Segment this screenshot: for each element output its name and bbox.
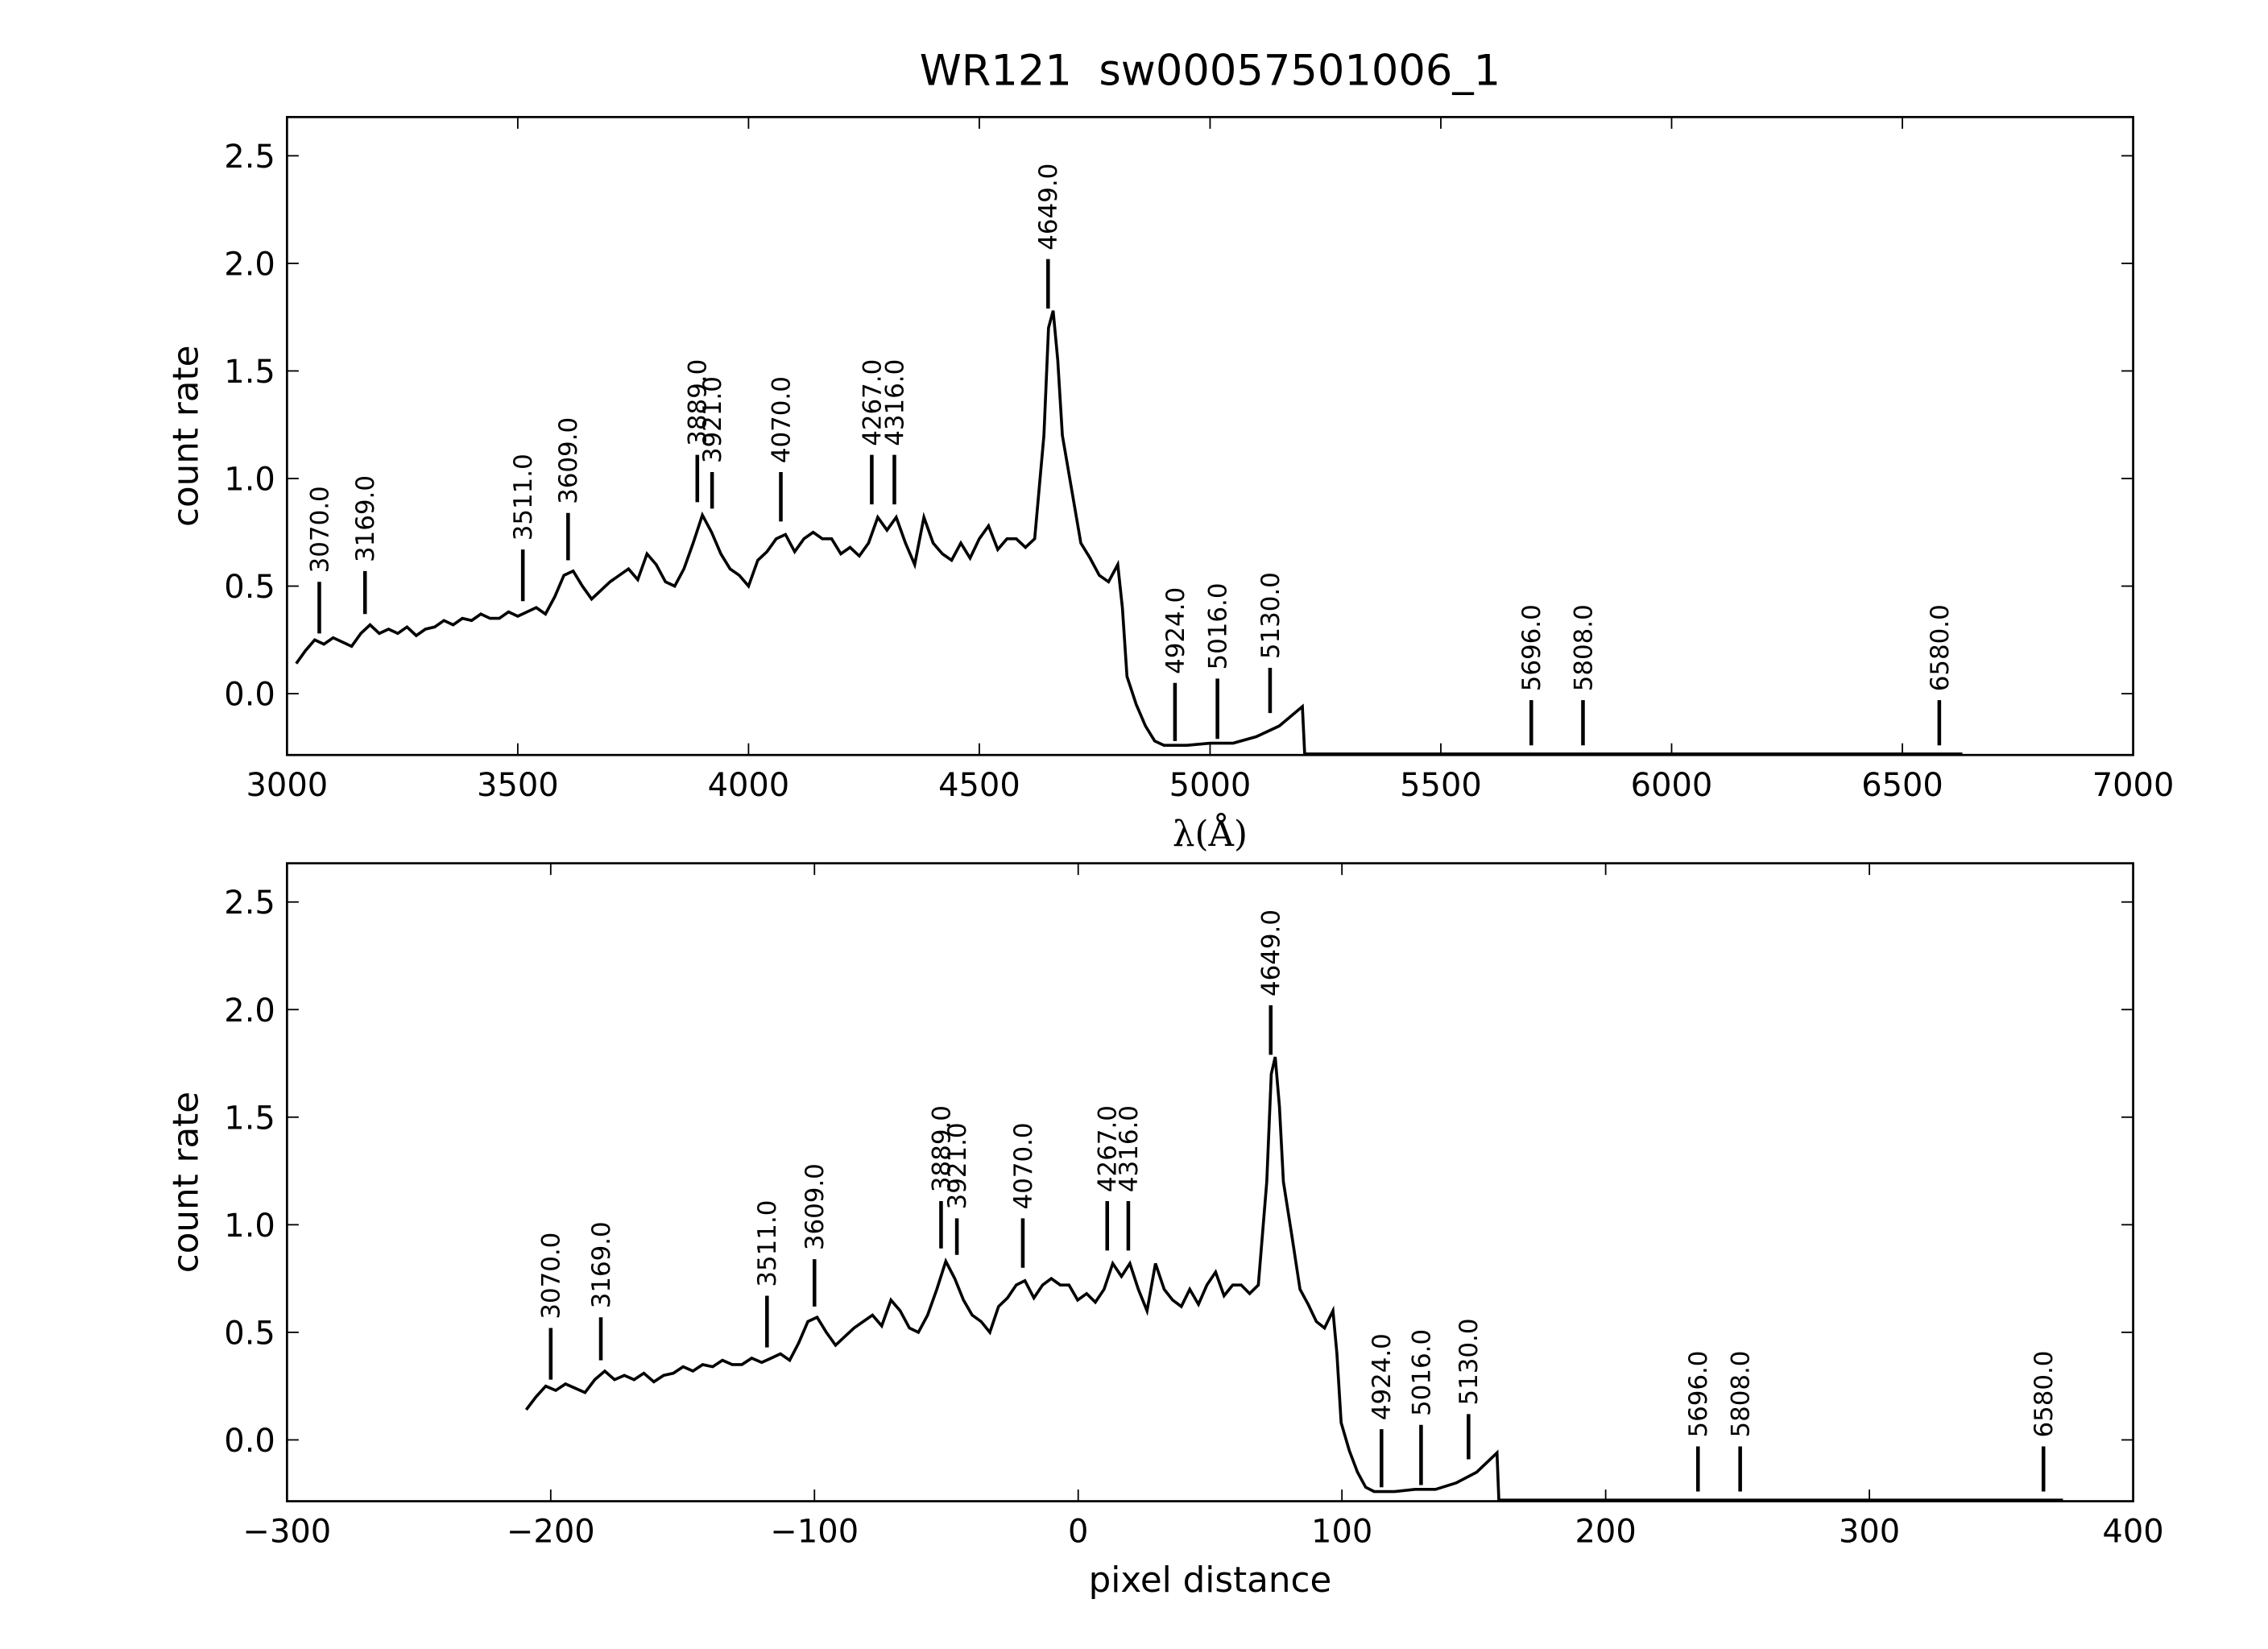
line-label: 5016.0 (1204, 583, 1233, 670)
line-label: 4267.0 (858, 359, 887, 446)
y-tick-label: 1.5 (224, 1100, 275, 1137)
x-tick-label: 3500 (477, 767, 559, 804)
y-tick-label: 0.0 (224, 677, 275, 714)
line-label: 4267.0 (1094, 1105, 1123, 1192)
x-tick-label: 5000 (1169, 767, 1252, 804)
x-axis-label: pixel distance (1089, 1560, 1332, 1601)
y-tick-label: 2.0 (224, 246, 275, 283)
y-tick-label: 2.0 (224, 992, 275, 1030)
line-label: 5696.0 (1684, 1351, 1713, 1438)
line-label: 3889.0 (684, 359, 713, 446)
line-label: 5130.0 (1256, 572, 1285, 659)
line-label: 4924.0 (1368, 1333, 1397, 1420)
x-tick-label: 3000 (246, 767, 329, 804)
line-label: 3889.0 (927, 1105, 956, 1192)
line-label: 4316.0 (1115, 1105, 1144, 1192)
line-label: 3070.0 (305, 486, 334, 573)
line-label: 4070.0 (767, 376, 796, 463)
y-axis-label: count rate (167, 346, 207, 527)
x-tick-label: −300 (242, 1513, 331, 1550)
line-label: 5808.0 (1727, 1351, 1756, 1438)
x-tick-label: −100 (770, 1513, 859, 1550)
x-tick-label: 400 (2102, 1513, 2163, 1550)
line-label: 3169.0 (351, 475, 380, 562)
line-label: 3511.0 (509, 454, 538, 541)
line-label: 5130.0 (1455, 1318, 1484, 1405)
line-label: 4924.0 (1161, 587, 1190, 674)
x-tick-label: 5500 (1400, 767, 1482, 804)
line-label: 5016.0 (1407, 1329, 1436, 1416)
x-tick-label: 4000 (708, 767, 790, 804)
line-label: 6580.0 (1926, 604, 1955, 691)
y-tick-label: 0.5 (224, 1315, 275, 1352)
x-tick-label: 7000 (2092, 767, 2175, 804)
x-tick-label: 200 (1575, 1513, 1637, 1550)
x-tick-label: 0 (1068, 1513, 1088, 1550)
line-label: 5696.0 (1517, 604, 1546, 691)
y-tick-label: 1.5 (224, 354, 275, 391)
x-tick-label: 6000 (1631, 767, 1713, 804)
y-tick-label: 0.5 (224, 569, 275, 606)
line-label: 5808.0 (1569, 604, 1598, 691)
line-label: 3609.0 (801, 1163, 830, 1250)
y-tick-label: 0.0 (224, 1423, 275, 1460)
line-label: 4316.0 (880, 359, 909, 446)
y-tick-label: 2.5 (224, 139, 275, 176)
chart-title: WR121 sw00057501006_1 (920, 46, 1500, 95)
x-axis-label: λ(Å) (1173, 814, 1248, 855)
x-tick-label: 300 (1839, 1513, 1900, 1550)
line-label: 3921.0 (943, 1122, 972, 1209)
axes-frame (285, 115, 2134, 756)
line-label: 3070.0 (537, 1233, 566, 1320)
line-label: 4649.0 (1257, 909, 1286, 996)
line-label: 4070.0 (1009, 1122, 1038, 1209)
line-label: 3609.0 (554, 417, 583, 504)
x-tick-label: −200 (507, 1513, 595, 1550)
spectrum-line (524, 1056, 2063, 1502)
axes-frame (285, 862, 2134, 1502)
line-label: 3169.0 (587, 1221, 616, 1308)
y-axis-label: count rate (167, 1092, 207, 1273)
line-label: 6580.0 (2030, 1351, 2059, 1438)
y-tick-label: 1.0 (224, 1208, 275, 1245)
x-tick-label: 4500 (938, 767, 1020, 804)
x-tick-label: 6500 (1861, 767, 1943, 804)
y-tick-label: 2.5 (224, 885, 275, 922)
line-label: 3511.0 (753, 1200, 782, 1287)
y-tick-label: 1.0 (224, 462, 275, 499)
spectrum-line (295, 310, 1963, 756)
line-label: 3921.0 (698, 376, 727, 463)
line-label: 4649.0 (1034, 164, 1063, 251)
x-tick-label: 100 (1311, 1513, 1372, 1550)
